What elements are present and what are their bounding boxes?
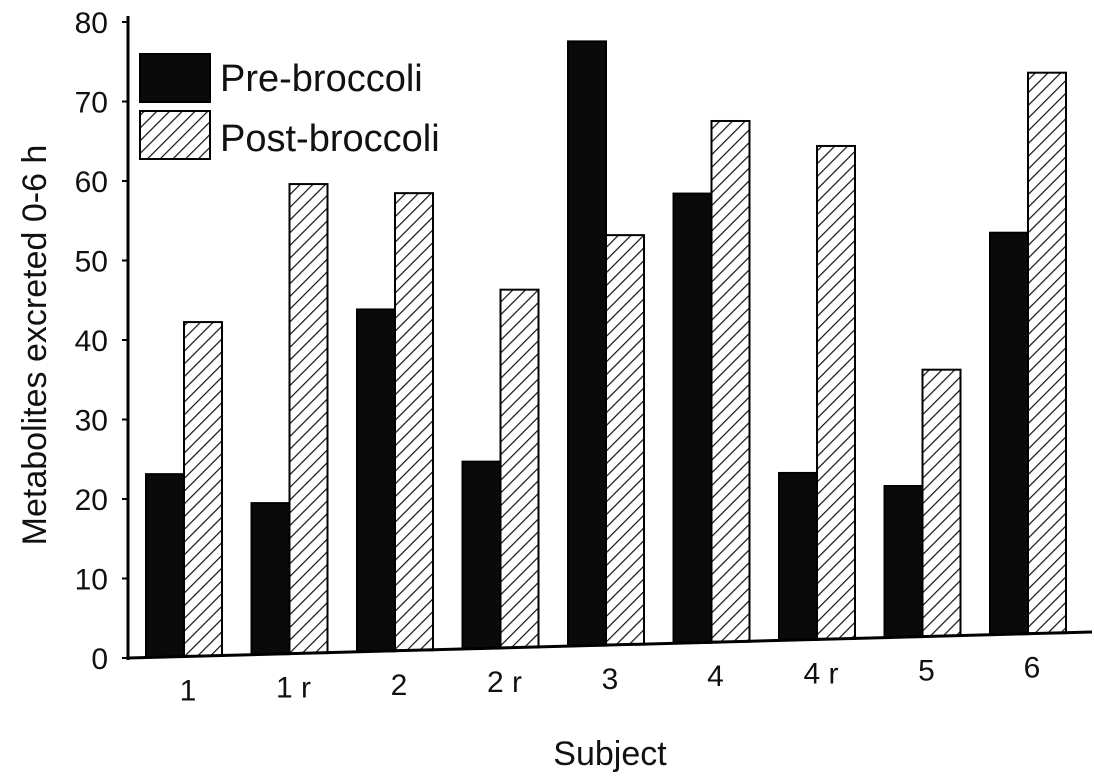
bars-group [145,40,1067,658]
x-tick-label-2: 2 [391,669,408,702]
y-tick-label-50: 50 [75,246,108,279]
bar-post-4r [816,144,856,640]
bar-post-1r [288,183,329,655]
x-tick-label-4: 4 [707,660,724,693]
bar-post-6 [1027,71,1067,635]
x-tick-labels-group: 1 1 r 2 2 r 3 4 4 r 5 6 [180,652,1041,708]
bar-post-3 [605,234,645,646]
y-tick-label-40: 40 [75,325,108,358]
x-tick-label-6: 6 [1024,652,1041,685]
legend-label-post-broccoli: Post-broccoli [220,118,440,160]
y-axis-title: Metabolites excreted 0-6 h [16,145,54,546]
legend-swatch-post-broccoli [139,110,211,160]
bar-post-4 [710,119,751,643]
legend: Pre-broccoli Post-broccoli [139,53,440,160]
bar-post-1 [183,321,223,657]
y-ticks-group: 0 10 20 30 40 50 60 70 80 [75,7,128,676]
bar-pre-4 [672,192,713,644]
y-tick-label-80: 80 [75,7,108,40]
legend-label-pre-broccoli: Pre-broccoli [220,58,423,100]
x-tick-label-1r: 1 r [276,672,311,705]
bar-post-2r [499,288,540,649]
bar-pre-6 [989,231,1029,636]
bar-pre-2 [356,308,396,653]
legend-swatch-pre-broccoli [139,53,211,103]
y-tick-label-10: 10 [75,564,108,597]
bar-pre-3 [567,40,607,647]
y-tick-label-0: 0 [91,643,108,676]
bar-pre-2r [461,460,502,650]
bar-post-2 [394,192,434,652]
x-tick-label-1: 1 [180,674,197,707]
bar-pre-1r [250,502,291,656]
y-tick-label-70: 70 [75,87,108,120]
y-tick-label-20: 20 [75,484,108,517]
bar-pre-5 [883,484,924,639]
x-axis-title: Subject [553,735,667,773]
y-tick-label-60: 60 [75,166,108,199]
bar-pre-1 [145,473,185,658]
x-tick-label-4r: 4 r [803,657,838,690]
bar-post-5 [921,368,962,638]
bar-pre-4r [778,471,818,641]
x-tick-label-3: 3 [602,663,619,696]
x-tick-label-5: 5 [918,655,935,688]
x-axis-line [127,630,1093,660]
x-tick-label-2r: 2 r [487,666,522,699]
y-tick-label-30: 30 [75,405,108,438]
